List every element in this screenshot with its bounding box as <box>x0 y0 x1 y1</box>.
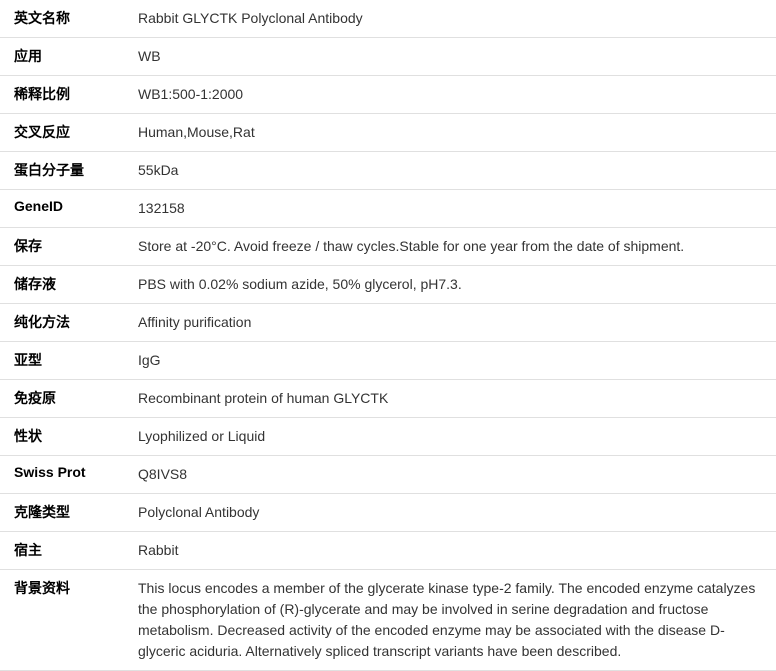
row-label: 英文名称 <box>14 8 138 28</box>
row-value: Q8IVS8 <box>138 464 766 485</box>
row-label: 保存 <box>14 236 138 256</box>
row-value: Lyophilized or Liquid <box>138 426 766 447</box>
table-row: GeneID 132158 <box>0 190 776 228</box>
row-value: IgG <box>138 350 766 371</box>
row-label: 纯化方法 <box>14 312 138 332</box>
table-row: 保存 Store at -20°C. Avoid freeze / thaw c… <box>0 228 776 266</box>
table-row: 交叉反应 Human,Mouse,Rat <box>0 114 776 152</box>
row-value: WB1:500-1:2000 <box>138 84 766 105</box>
row-label: 亚型 <box>14 350 138 370</box>
row-label: 蛋白分子量 <box>14 160 138 180</box>
table-row: 稀释比例 WB1:500-1:2000 <box>0 76 776 114</box>
row-label: GeneID <box>14 198 138 214</box>
table-row: 背景资料 This locus encodes a member of the … <box>0 570 776 671</box>
row-value: WB <box>138 46 766 67</box>
row-label: 背景资料 <box>14 578 138 598</box>
table-row: 蛋白分子量 55kDa <box>0 152 776 190</box>
row-value: Rabbit GLYCTK Polyclonal Antibody <box>138 8 766 29</box>
table-row: 克隆类型 Polyclonal Antibody <box>0 494 776 532</box>
row-label: 应用 <box>14 46 138 66</box>
row-value: Store at -20°C. Avoid freeze / thaw cycl… <box>138 236 766 257</box>
row-label: 免疫原 <box>14 388 138 408</box>
row-value: Polyclonal Antibody <box>138 502 766 523</box>
table-row: 亚型 IgG <box>0 342 776 380</box>
row-value: This locus encodes a member of the glyce… <box>138 578 766 662</box>
row-value: Affinity purification <box>138 312 766 333</box>
row-label: 稀释比例 <box>14 84 138 104</box>
table-row: Swiss Prot Q8IVS8 <box>0 456 776 494</box>
table-row: 宿主 Rabbit <box>0 532 776 570</box>
row-value: 132158 <box>138 198 766 219</box>
table-row: 应用 WB <box>0 38 776 76</box>
table-row: 纯化方法 Affinity purification <box>0 304 776 342</box>
row-label: 储存液 <box>14 274 138 294</box>
row-label: 交叉反应 <box>14 122 138 142</box>
row-label: 性状 <box>14 426 138 446</box>
row-label: 宿主 <box>14 540 138 560</box>
spec-table: 英文名称 Rabbit GLYCTK Polyclonal Antibody 应… <box>0 0 776 671</box>
row-label: 克隆类型 <box>14 502 138 522</box>
row-value: Recombinant protein of human GLYCTK <box>138 388 766 409</box>
row-label: Swiss Prot <box>14 464 138 480</box>
table-row: 储存液 PBS with 0.02% sodium azide, 50% gly… <box>0 266 776 304</box>
row-value: Human,Mouse,Rat <box>138 122 766 143</box>
table-row: 免疫原 Recombinant protein of human GLYCTK <box>0 380 776 418</box>
row-value: PBS with 0.02% sodium azide, 50% glycero… <box>138 274 766 295</box>
row-value: 55kDa <box>138 160 766 181</box>
table-row: 性状 Lyophilized or Liquid <box>0 418 776 456</box>
table-row: 英文名称 Rabbit GLYCTK Polyclonal Antibody <box>0 0 776 38</box>
row-value: Rabbit <box>138 540 766 561</box>
